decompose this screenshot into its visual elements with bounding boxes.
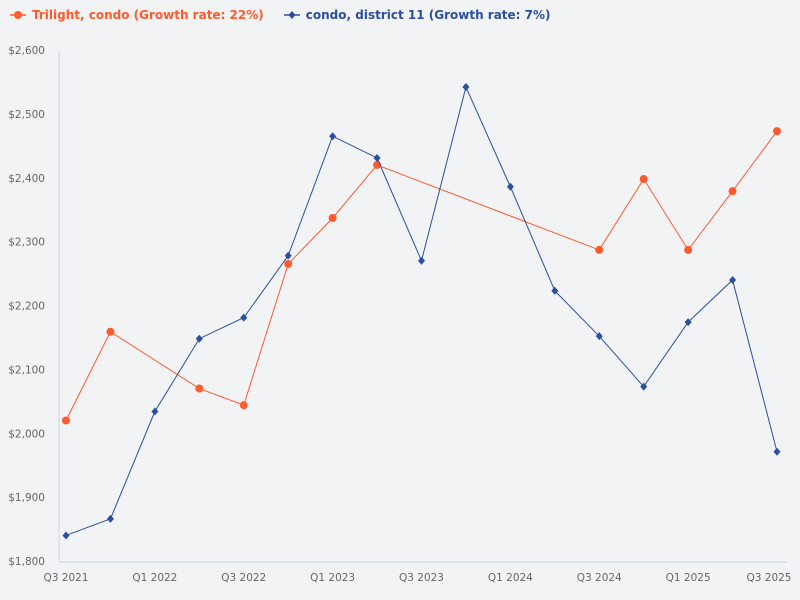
data-point-circle <box>595 245 604 254</box>
y-tick-label: $2,100 <box>8 364 45 376</box>
legend-label: condo, district 11 (Growth rate: 7%) <box>305 8 551 22</box>
y-tick-label: $2,300 <box>8 237 45 249</box>
y-tick-label: $2,400 <box>8 173 45 185</box>
y-tick-label: $1,900 <box>8 492 45 504</box>
x-tick-label: Q3 2023 <box>399 572 444 584</box>
x-tick-label: Q1 2025 <box>666 572 711 584</box>
data-point-diamond <box>773 447 781 456</box>
data-point-diamond <box>551 286 559 295</box>
data-point-circle <box>106 327 115 336</box>
data-point-diamond <box>151 407 159 416</box>
x-tick-label: Q1 2024 <box>488 572 533 584</box>
data-point-circle <box>62 416 70 425</box>
y-tick-label: $2,600 <box>8 45 45 57</box>
data-point-diamond <box>640 382 648 391</box>
data-point-diamond <box>506 182 514 191</box>
data-point-diamond <box>62 531 70 540</box>
data-point-diamond <box>329 132 337 141</box>
diamond-marker-icon <box>283 11 300 19</box>
series-line-1 <box>65 85 778 536</box>
y-tick-label: $1,800 <box>8 556 45 568</box>
data-point-diamond <box>729 275 737 284</box>
legend: Trilight, condo (Growth rate: 22%) condo,… <box>10 8 551 22</box>
x-tick-label: Q1 2023 <box>310 572 355 584</box>
x-tick-label: Q3 2022 <box>221 572 266 584</box>
legend-label: Trilight, condo (Growth rate: 22%) <box>32 8 264 22</box>
data-point-diamond <box>462 83 470 92</box>
y-tick-label: $2,500 <box>8 109 45 121</box>
data-point-diamond <box>373 153 381 162</box>
data-point-circle <box>239 401 248 410</box>
data-point-diamond <box>106 514 114 523</box>
y-tick-label: $2,200 <box>8 301 45 313</box>
x-tick-label: Q3 2021 <box>43 572 88 584</box>
series-line-0 <box>65 130 778 421</box>
data-point-circle <box>684 245 693 254</box>
data-point-circle <box>773 127 781 136</box>
data-point-circle <box>328 213 337 222</box>
x-tick-label: Q3 2025 <box>746 572 791 584</box>
legend-item[interactable]: Trilight, condo (Growth rate: 22%) <box>10 8 264 22</box>
data-point-circle <box>639 175 648 184</box>
x-tick-label: Q3 2024 <box>577 572 622 584</box>
data-point-circle <box>195 384 204 393</box>
data-point-diamond <box>284 251 292 260</box>
data-point-diamond <box>195 334 203 343</box>
circle-marker-icon <box>10 11 26 19</box>
data-point-circle <box>728 187 737 196</box>
data-point-diamond <box>595 332 603 341</box>
data-point-circle <box>284 259 293 268</box>
x-tick-label: Q1 2022 <box>132 572 177 584</box>
data-point-diamond <box>684 318 692 327</box>
data-point-diamond <box>240 313 248 322</box>
data-point-diamond <box>418 256 425 265</box>
legend-item[interactable]: condo, district 11 (Growth rate: 7%) <box>283 8 551 22</box>
y-tick-label: $2,000 <box>8 428 45 440</box>
